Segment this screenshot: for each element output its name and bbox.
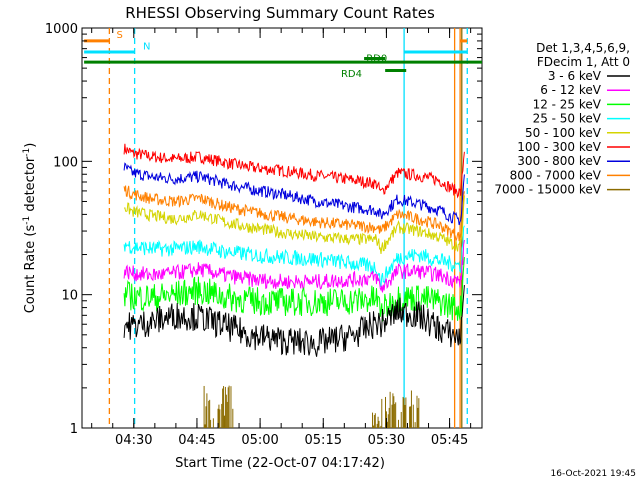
legend: Det 1,3,4,5,6,9, FDecim 1, Att 0 3 - 6 k… bbox=[494, 41, 630, 197]
y-label-sup1: -1 bbox=[22, 216, 32, 225]
plot-frame bbox=[81, 27, 483, 429]
legend-entry-label: 7000 - 15000 keV bbox=[494, 183, 601, 197]
y-label-mid: detector bbox=[23, 156, 38, 216]
plot-area: S N RD0 RD4 1 10 100 1000 04:30 04:45 05:00 05:15… bbox=[45, 22, 483, 448]
legend-entry-label: 3 - 6 keV bbox=[548, 69, 602, 83]
series-line-6 bbox=[123, 239, 465, 293]
y-tick-label: 10 bbox=[61, 289, 78, 304]
y-axis-label: Count Rate (s-1 detector-1) bbox=[22, 143, 38, 314]
brown-bursts bbox=[203, 385, 420, 428]
x-tick-label: 05:45 bbox=[431, 433, 468, 448]
flag-label: RD4 bbox=[341, 69, 362, 80]
series-line-1 bbox=[123, 143, 465, 199]
legend-header-decimation: FDecim 1, Att 0 bbox=[537, 55, 630, 69]
series-line-2 bbox=[123, 162, 465, 226]
instrument-flags: S N RD0 RD4 bbox=[84, 30, 482, 80]
y-ticks: 1 10 100 1000 bbox=[45, 22, 482, 437]
legend-entry-label: 100 - 300 keV bbox=[517, 140, 601, 154]
x-tick-label: 05:00 bbox=[241, 433, 278, 448]
series-line-8 bbox=[123, 285, 465, 357]
y-tick-label: 1 bbox=[70, 422, 78, 437]
legend-header-detectors: Det 1,3,4,5,6,9, bbox=[536, 41, 630, 55]
y-label-sup2: -1 bbox=[22, 148, 32, 157]
x-tick-label: 05:15 bbox=[305, 433, 342, 448]
legend-entry-label: 12 - 25 keV bbox=[533, 97, 602, 111]
legend-entry-label: 25 - 50 keV bbox=[533, 112, 602, 126]
y-label-main: Count Rate (s bbox=[23, 225, 38, 314]
y-label-end: ) bbox=[23, 143, 38, 148]
x-axis-label: Start Time (22-Oct-07 04:17:42) bbox=[175, 456, 385, 471]
y-tick-label: 100 bbox=[53, 155, 78, 170]
legend-entry-label: 50 - 100 keV bbox=[525, 126, 602, 140]
legend-entry-label: 300 - 800 keV bbox=[517, 154, 601, 168]
y-tick-label: 1000 bbox=[45, 22, 78, 37]
x-tick-label: 04:45 bbox=[178, 433, 215, 448]
series-line-3 bbox=[123, 185, 465, 243]
series-line-4 bbox=[123, 195, 465, 255]
x-tick-label: 04:30 bbox=[115, 433, 152, 448]
x-tick-label: 05:30 bbox=[368, 433, 405, 448]
series-line-7 bbox=[123, 257, 465, 322]
legend-entry-label: 6 - 12 keV bbox=[540, 83, 602, 97]
flag-label: RD0 bbox=[366, 54, 387, 65]
flag-label: N bbox=[143, 41, 150, 52]
flag-label: S bbox=[117, 30, 123, 41]
legend-entry-label: 800 - 7000 keV bbox=[510, 168, 602, 182]
series-group bbox=[123, 143, 465, 357]
x-ticks: 04:30 04:45 05:00 05:15 05:30 05:45 bbox=[91, 28, 472, 448]
series-line-5 bbox=[123, 225, 465, 288]
footer-timestamp: 16-Oct-2021 19:45 bbox=[551, 469, 636, 479]
chart-title: RHESSI Observing Summary Count Rates bbox=[125, 4, 435, 22]
